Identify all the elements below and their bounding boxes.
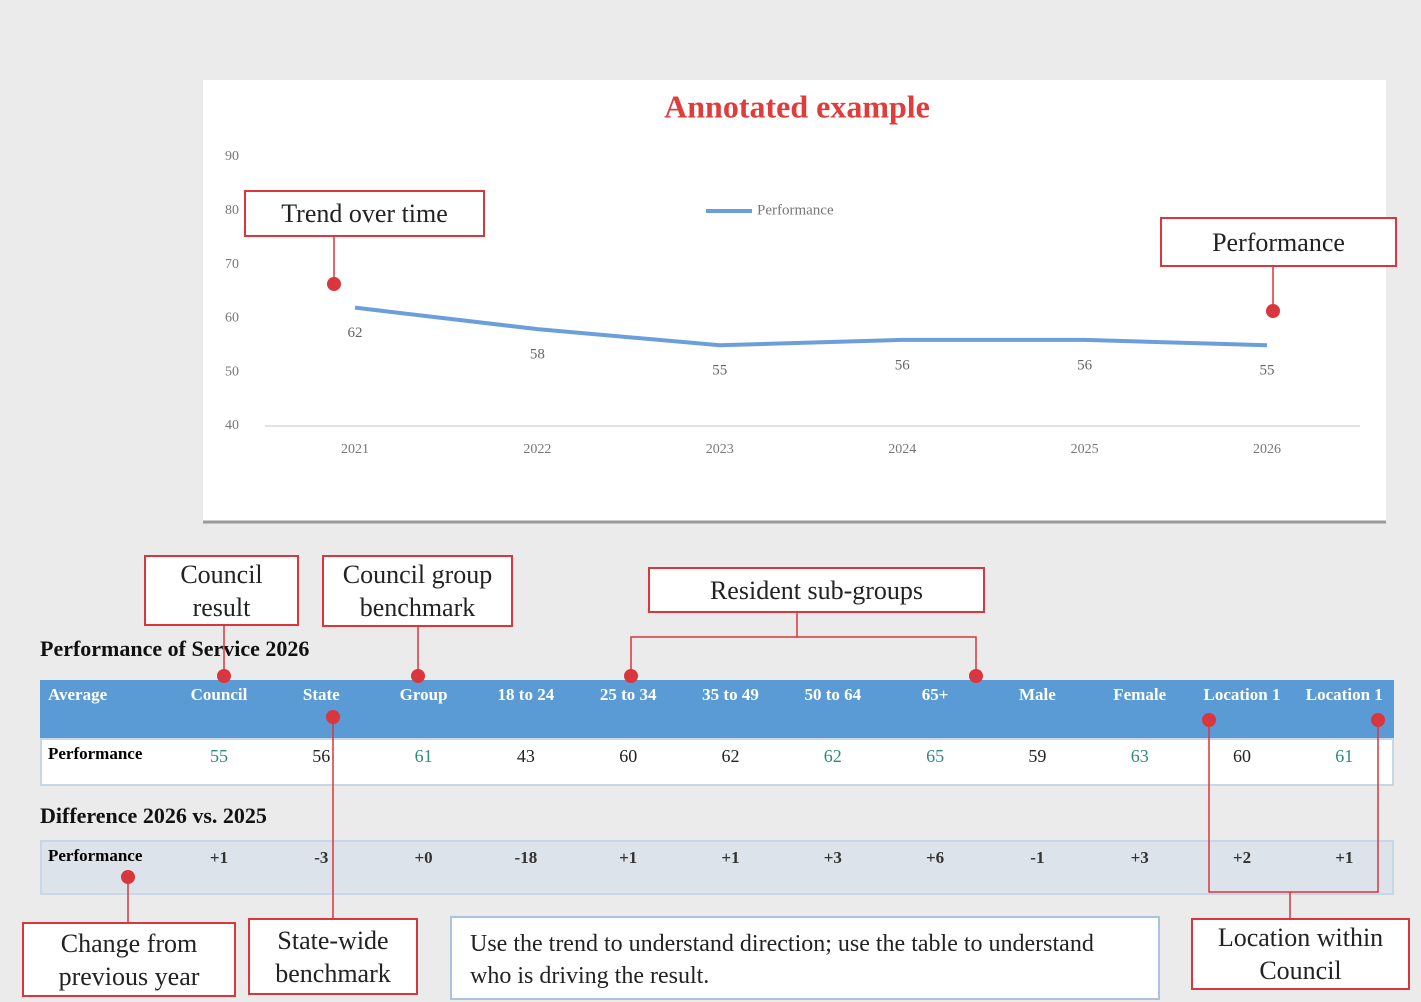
column-header: 65+ (921, 685, 949, 704)
annotation-box: Change from previous year (22, 922, 236, 997)
row-label: Performance (48, 846, 143, 865)
column-header: 18 to 24 (497, 685, 555, 704)
data-label: 55 (712, 363, 727, 379)
annotation-box: Resident sub-groups (648, 567, 985, 613)
column-header: Council (190, 685, 248, 704)
column-header: State (302, 685, 340, 704)
table-row (40, 738, 1394, 786)
column-header: Location 1 (1203, 685, 1281, 704)
cell-value: 56 (312, 746, 331, 766)
cell-value: +6 (926, 848, 945, 867)
y-tick-label: 40 (225, 418, 239, 433)
x-tick-label: 2024 (888, 442, 916, 457)
annotation-box: Performance (1160, 217, 1397, 267)
cell-value: -3 (314, 848, 329, 867)
column-header: Group (399, 685, 448, 704)
annotation-box: Location within Council (1191, 918, 1410, 990)
column-header: Average (48, 685, 108, 704)
table-title: Difference 2026 vs. 2025 (40, 803, 267, 828)
row-label: Performance (48, 744, 143, 763)
x-tick-label: 2026 (1253, 442, 1281, 457)
data-label: 62 (348, 325, 363, 341)
cell-value: 43 (516, 746, 535, 766)
cell-value: +1 (721, 848, 740, 867)
cell-value: 65 (926, 746, 945, 766)
column-header: 25 to 34 (599, 685, 657, 704)
y-tick-label: 90 (225, 149, 239, 164)
header-row (40, 680, 1394, 738)
annotation-box: Trend over time (244, 190, 485, 237)
y-tick-label: 80 (225, 203, 239, 218)
chart-title: Annotated example (664, 88, 930, 124)
note: Use the trend to understand direction; u… (450, 916, 1160, 1000)
cell-value: 55 (210, 746, 228, 766)
table-row (40, 840, 1394, 895)
cell-value: +1 (1335, 848, 1354, 867)
cell-value: +1 (209, 848, 229, 867)
x-tick-label: 2022 (523, 442, 551, 457)
x-tick-label: 2025 (1071, 442, 1099, 457)
data-label: 56 (895, 357, 911, 373)
data-label: 55 (1260, 363, 1275, 379)
cell-value: +0 (414, 848, 433, 867)
cell-value: 60 (619, 746, 638, 766)
column-header: Female (1113, 685, 1167, 704)
cell-value: 59 (1028, 746, 1047, 766)
cell-value: 61 (414, 746, 433, 766)
column-header: Location 1 (1305, 685, 1383, 704)
annotation-box: Council result (144, 555, 299, 626)
cell-value: +2 (1232, 848, 1252, 867)
x-tick-label: 2021 (341, 442, 369, 457)
cell-value: -1 (1030, 848, 1045, 867)
column-header: Male (1018, 685, 1056, 704)
cell-value: +3 (823, 848, 842, 867)
column-header: 35 to 49 (702, 685, 759, 704)
chart-panel (203, 80, 1386, 522)
data-label: 56 (1077, 357, 1093, 373)
x-tick-label: 2023 (706, 442, 734, 457)
y-tick-label: 60 (225, 311, 239, 326)
cell-value: +1 (619, 848, 638, 867)
cell-value: 63 (1130, 746, 1149, 766)
data-label: 58 (530, 347, 545, 363)
cell-value: +3 (1130, 848, 1149, 867)
annotation-box: Council group benchmark (322, 555, 513, 627)
series-line (354, 305, 1268, 348)
y-tick-label: 50 (225, 364, 239, 379)
cell-value: 60 (1233, 746, 1251, 766)
cell-value: 62 (823, 746, 842, 766)
table-title: Performance of Service 2026 (40, 636, 310, 661)
legend-label: Performance (757, 202, 834, 218)
annotation-box: State-wide benchmark (248, 918, 418, 995)
y-tick-label: 70 (225, 257, 239, 272)
cell-value: -18 (514, 848, 538, 867)
cell-value: 62 (721, 746, 740, 766)
column-header: 50 to 64 (804, 685, 862, 704)
cell-value: 61 (1335, 746, 1354, 766)
